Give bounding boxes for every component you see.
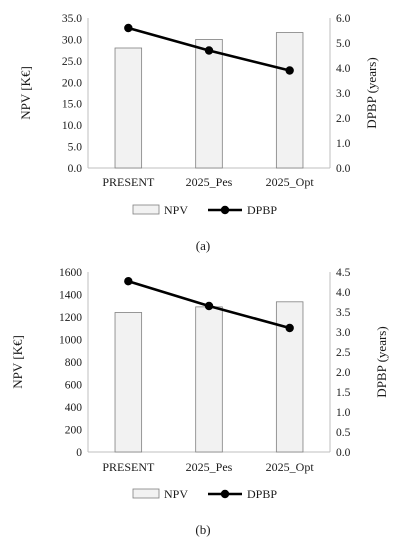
y-tick-label: 400 — [65, 402, 83, 414]
bar-npv — [195, 39, 223, 169]
y-tick-label: 35.0 — [62, 13, 82, 25]
figure-caption: (b) — [195, 522, 210, 537]
y2-tick-label: 2.5 — [336, 347, 351, 359]
point-dpbp — [285, 323, 294, 333]
point-dpbp — [124, 23, 133, 33]
y-tick-label: 15.0 — [62, 99, 82, 111]
legend-label-npv: NPV — [164, 203, 188, 217]
figure-caption: (a) — [196, 238, 210, 253]
y2-tick-label: 6.0 — [336, 13, 351, 25]
y-axis-title: NPV [K€] — [18, 66, 33, 120]
y2-tick-label: 3.0 — [336, 327, 351, 339]
y-tick-label: 25.0 — [62, 56, 82, 68]
legend-marker-dpbp — [220, 489, 230, 499]
y-tick-label: 600 — [65, 380, 83, 392]
y2-tick-label: 0.0 — [336, 163, 351, 175]
y2-tick-label: 4.0 — [336, 63, 351, 75]
legend-label-npv: NPV — [164, 487, 188, 501]
y2-tick-label: 5.0 — [336, 38, 351, 50]
chart-a: 0.0 5.0 10.0 15.0 20.0 25.0 30.0 35.0 0.0 1.0 2.0 3… — [18, 13, 379, 253]
legend-swatch-npv — [132, 204, 160, 215]
y-tick-label: 0 — [76, 447, 82, 459]
y-tick-label: 200 — [65, 425, 83, 437]
y-tick-label: 1400 — [59, 290, 82, 302]
y-tick-label: 1000 — [59, 335, 82, 347]
y-tick-label: 1200 — [59, 312, 82, 324]
y-tick-label: 10.0 — [62, 120, 82, 132]
y2-tick-label: 2.0 — [336, 367, 351, 379]
y2-axis-title: DPBP (years) — [364, 57, 379, 128]
point-dpbp — [124, 277, 133, 286]
y-tick-label: 800 — [65, 357, 83, 369]
x-tick-label: 2025_Pes — [186, 460, 233, 474]
y2-tick-label: 4.5 — [336, 267, 351, 279]
legend-swatch-npv — [132, 488, 160, 499]
y-tick-label: 30.0 — [62, 34, 82, 46]
legend-label-dpbp: DPBP — [247, 203, 277, 217]
chart-b: 0 200 400 600 800 1000 1200 1400 1600 0.0 0.5 1.0 1.… — [10, 267, 389, 537]
x-tick-label: 2025_Pes — [186, 175, 233, 189]
y-tick-label: 1600 — [59, 267, 82, 279]
point-dpbp — [204, 301, 214, 311]
y-axis-title: NPV [K€] — [10, 335, 25, 389]
point-dpbp — [285, 66, 294, 75]
x-tick-label: 2025_Opt — [266, 175, 315, 189]
y2-tick-label: 1.5 — [336, 387, 351, 399]
y2-tick-label: 2.0 — [336, 113, 351, 125]
y2-tick-label: 0.0 — [336, 447, 351, 459]
bar-npv — [114, 47, 143, 169]
bar-npv — [195, 306, 223, 453]
y2-tick-label: 3.5 — [336, 307, 351, 319]
legend-label-dpbp: DPBP — [247, 487, 277, 501]
x-tick-label: 2025_Opt — [266, 460, 315, 474]
bar-npv — [114, 312, 143, 453]
y2-tick-label: 1.0 — [336, 138, 351, 150]
y2-tick-label: 3.0 — [336, 88, 351, 100]
point-dpbp — [204, 46, 214, 55]
legend-marker-dpbp — [220, 205, 230, 215]
x-tick-label: PRESENT — [102, 175, 155, 189]
y2-tick-label: 4.0 — [336, 287, 351, 299]
y-tick-label: 0.0 — [68, 163, 83, 175]
y2-tick-label: 1.0 — [336, 407, 351, 419]
y2-tick-label: 0.5 — [336, 427, 351, 439]
y2-axis-title: DPBP (years) — [374, 326, 389, 397]
y-tick-label: 5.0 — [68, 142, 83, 154]
bar-npv — [275, 32, 304, 169]
x-tick-label: PRESENT — [102, 460, 155, 474]
y-tick-label: 20.0 — [62, 77, 82, 89]
